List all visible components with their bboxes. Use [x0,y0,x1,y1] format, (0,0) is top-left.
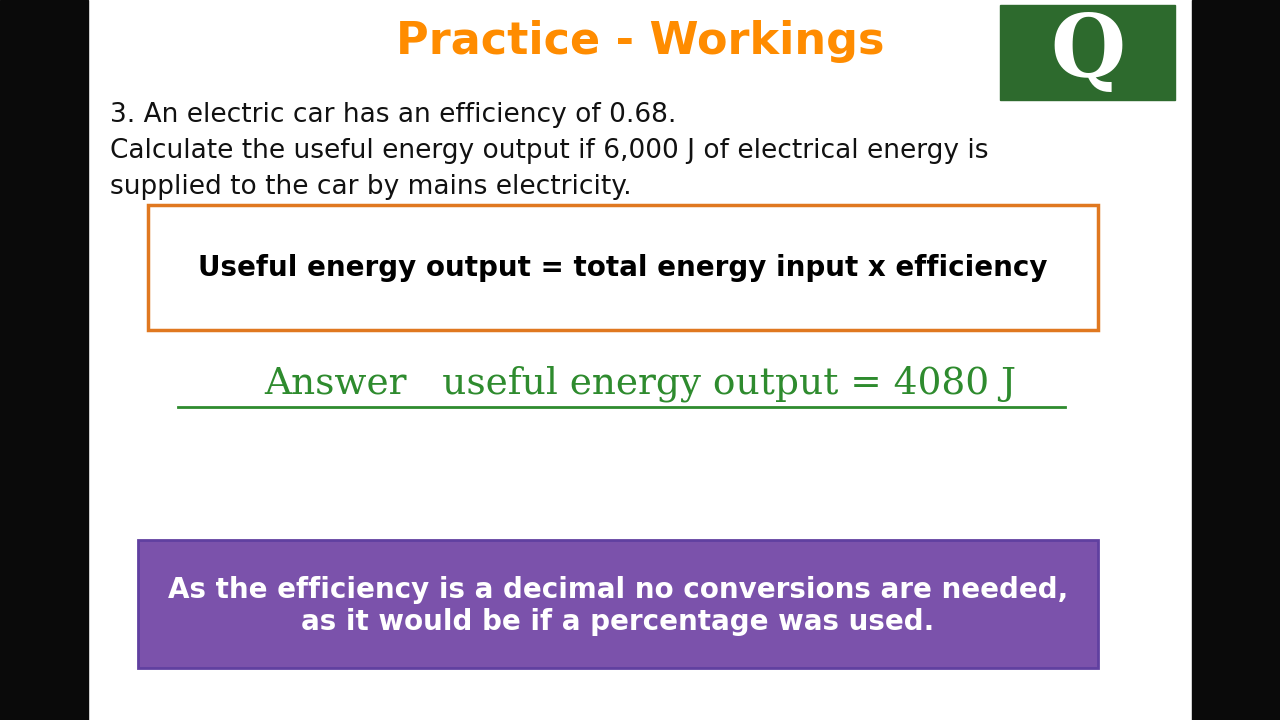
Text: as it would be if a percentage was used.: as it would be if a percentage was used. [301,608,934,636]
Bar [1192,0,1280,720]
Text: Calculate the useful energy output if 6,000 J of electrical energy is: Calculate the useful energy output if 6,… [110,138,988,164]
Bar [0,0,88,720]
Text: supplied to the car by mains electricity.: supplied to the car by mains electricity… [110,174,631,200]
FancyBboxPatch shape [138,540,1098,668]
FancyBboxPatch shape [148,205,1098,330]
Text: Useful energy output = total energy input x efficiency: Useful energy output = total energy inpu… [198,253,1048,282]
Text: Q: Q [1050,11,1125,94]
Text: As the efficiency is a decimal no conversions are needed,: As the efficiency is a decimal no conver… [168,576,1068,604]
Text: Answer   useful energy output = 4080 J: Answer useful energy output = 4080 J [264,365,1016,402]
Text: Practice - Workings: Practice - Workings [396,20,884,63]
FancyBboxPatch shape [1000,5,1175,100]
Text: 3. An electric car has an efficiency of 0.68.: 3. An electric car has an efficiency of … [110,102,676,128]
